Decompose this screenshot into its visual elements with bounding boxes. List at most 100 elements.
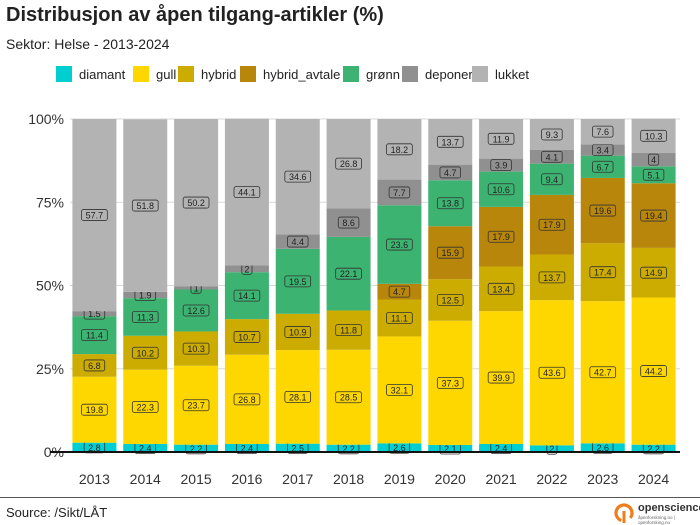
bar-segment-deponert xyxy=(580,144,625,156)
bar-segment-hybrid xyxy=(428,279,473,321)
y-tick-label: 75% xyxy=(36,194,64,210)
logo-tagline: åpenforskning.no | openforsking.no xyxy=(638,515,675,525)
data-label: 44.2 xyxy=(645,367,663,377)
bar-segment-hybrid xyxy=(377,299,422,337)
legend-label: diamant xyxy=(79,67,126,82)
data-label: 2.2 xyxy=(647,444,660,454)
chart-subtitle: Sektor: Helse - 2013-2024 xyxy=(6,36,170,52)
data-label: 3.9 xyxy=(495,161,508,171)
bar-segment-deponert xyxy=(275,234,320,249)
bar-segment-deponert xyxy=(72,311,117,317)
data-label-box xyxy=(436,246,464,259)
data-label-box xyxy=(592,125,614,138)
bar-segment-diamant xyxy=(326,444,371,452)
bar-segment-deponert xyxy=(326,208,371,237)
bar-segment-lukket xyxy=(275,119,320,235)
bar-segment-grønn xyxy=(377,205,422,284)
bar-segment-lukket xyxy=(479,119,524,159)
data-label-box xyxy=(640,266,667,279)
data-label-box xyxy=(487,132,515,145)
bar-segment-deponert xyxy=(224,265,269,273)
data-label-box xyxy=(287,235,309,248)
bar-segment-grønn xyxy=(326,236,371,311)
bar-segment-deponert xyxy=(123,291,168,299)
legend-label: lukket xyxy=(495,67,529,82)
data-label: 50.2 xyxy=(187,198,205,208)
bar-segment-gull xyxy=(479,311,524,445)
data-label-box xyxy=(386,383,413,396)
data-label: 2.8 xyxy=(88,443,101,453)
bar-segment-hybrid xyxy=(326,310,371,350)
data-label-box xyxy=(386,143,413,156)
bar-segment-gull xyxy=(123,369,168,445)
data-label: 10.2 xyxy=(136,348,154,358)
bar-segment-deponert xyxy=(479,158,524,172)
data-label-box xyxy=(131,311,159,323)
bar-segment-lukket xyxy=(428,119,473,165)
legend-label: deponert xyxy=(425,67,477,82)
data-label-box xyxy=(538,218,566,231)
data-label: 37.3 xyxy=(441,378,459,388)
data-label-box xyxy=(640,365,667,377)
data-label: 6.7 xyxy=(596,162,609,172)
opensciencе-logo: opensciencе.no åpenforskning.no | openfo… xyxy=(606,500,700,525)
data-label: 2 xyxy=(244,264,249,274)
x-tick-label: 2019 xyxy=(384,471,415,487)
data-label-box xyxy=(487,230,515,243)
data-label: 11.3 xyxy=(137,312,154,322)
data-label-box xyxy=(386,238,413,251)
x-tick-label: 2014 xyxy=(130,471,161,487)
data-label: 4.7 xyxy=(393,287,406,297)
data-label-box xyxy=(538,366,566,379)
bar-segment-grønn xyxy=(123,298,168,336)
bar-segment-deponert xyxy=(529,149,574,164)
bar-segment-hybrid xyxy=(479,266,524,312)
y-tick-label: 50% xyxy=(36,278,64,294)
data-label-box xyxy=(541,173,563,186)
legend-swatch xyxy=(343,66,359,82)
data-label: 23.7 xyxy=(187,401,205,411)
bar-segment-lukket xyxy=(123,119,168,292)
data-label: 4.4 xyxy=(291,237,304,247)
bar-segment-gull xyxy=(377,336,422,444)
bar-segment-lukket xyxy=(631,118,676,153)
bar-segment-hybrid_avtale xyxy=(377,283,422,300)
data-label: 12.5 xyxy=(441,295,459,305)
data-label: 2.2 xyxy=(342,444,355,454)
bar-segment-hybrid_avtale xyxy=(580,177,625,244)
legend-swatch xyxy=(178,66,194,82)
data-label-box xyxy=(436,294,464,306)
data-label: 19.4 xyxy=(645,211,663,221)
data-label-box xyxy=(335,157,362,170)
data-label-box xyxy=(335,267,362,280)
data-label-box xyxy=(436,135,464,148)
data-label: 3.4 xyxy=(596,145,609,155)
data-label-box xyxy=(388,285,411,298)
data-label: 6.8 xyxy=(88,361,101,371)
legend-label: grønn xyxy=(366,67,400,82)
x-tick-label: 2021 xyxy=(486,471,517,487)
x-tick-label: 2016 xyxy=(231,471,262,487)
data-label-box xyxy=(538,271,566,284)
source-note: Source: /Sikt/LÅT xyxy=(6,505,108,520)
data-label: 17.4 xyxy=(594,268,612,278)
data-label: 14.1 xyxy=(238,291,256,301)
data-label: 10.6 xyxy=(492,185,510,195)
legend-swatch xyxy=(402,66,418,82)
data-label-box xyxy=(81,209,108,221)
data-label: 10.7 xyxy=(238,332,256,342)
data-label-box xyxy=(182,342,210,355)
data-label: 51.8 xyxy=(136,201,154,211)
data-label: 23.6 xyxy=(391,240,409,250)
data-label: 13.4 xyxy=(492,284,510,294)
x-tick-label: 2023 xyxy=(587,471,618,487)
data-label: 4.1 xyxy=(546,152,559,162)
data-label: 10.9 xyxy=(289,327,307,337)
data-label: 17.9 xyxy=(543,220,561,230)
logo-mark-icon xyxy=(614,503,634,523)
bar-segment-gull xyxy=(580,301,625,444)
data-label: 1.9 xyxy=(139,290,152,300)
data-label-box xyxy=(337,216,360,229)
bar-segment-grønn xyxy=(72,316,117,355)
bar-segment-diamant xyxy=(529,445,574,452)
